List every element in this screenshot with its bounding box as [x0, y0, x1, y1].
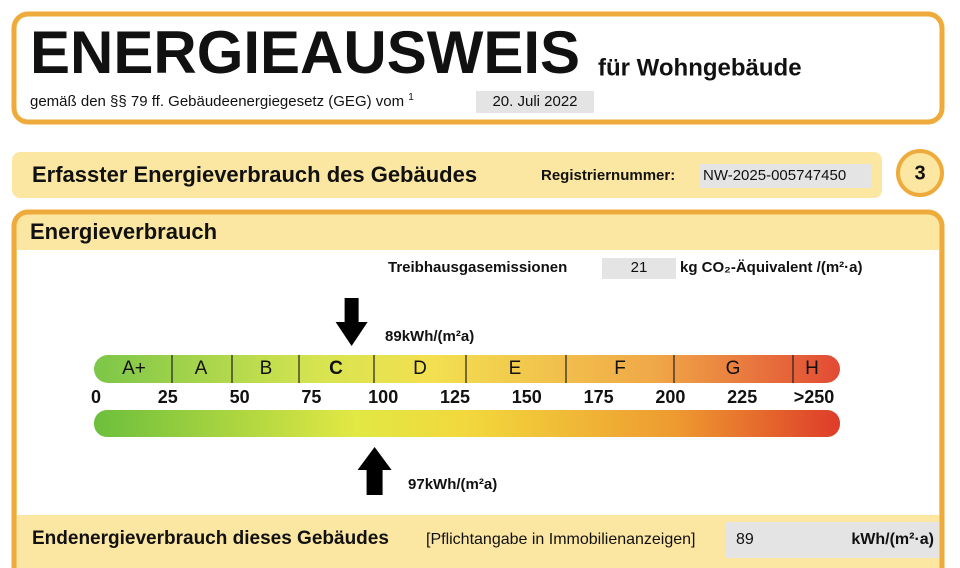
tick-label: 0	[91, 387, 101, 407]
final-field	[726, 522, 939, 558]
date-field	[476, 91, 594, 113]
subtitle: für Wohngebäude	[598, 54, 802, 81]
class-label: C	[329, 358, 343, 379]
class-label: F	[614, 358, 626, 379]
marker-value: 89	[385, 328, 402, 345]
tick-label: 150	[512, 387, 542, 407]
end-energy-arrow	[335, 298, 368, 346]
class-label: A+	[122, 358, 146, 379]
final-unit: kWh/(m²·a)	[851, 531, 934, 548]
registration-field	[699, 164, 871, 188]
class-label: E	[509, 358, 522, 379]
emissions-label: Treibhausgasemissionen	[388, 259, 567, 276]
emissions-field	[602, 258, 676, 279]
tick-label: 125	[440, 387, 470, 407]
tick-label: 100	[368, 387, 398, 407]
section-title: Erfasster Energieverbrauch des Gebäudes	[32, 162, 477, 187]
final-note: [Pflichtangabe in Immobilienanzeigen]	[426, 531, 696, 548]
tick-label: 225	[727, 387, 757, 407]
primary-energy-arrow	[357, 447, 392, 495]
title: ENERGIEAUSWEIS	[30, 19, 580, 86]
class-label: D	[413, 358, 427, 379]
tick-label: 25	[158, 387, 178, 407]
marker-unit: kWh/(m²a)	[402, 328, 475, 345]
class-bar	[94, 355, 840, 383]
legal-text: gemäß den §§ 79 ff. Gebäudeenergiegesetz…	[30, 92, 414, 110]
class-label: H	[805, 358, 819, 379]
class-label: B	[260, 358, 273, 379]
tick-label: 50	[230, 387, 250, 407]
marker-unit: kWh/(m²a)	[425, 476, 498, 493]
marker-value: 97	[408, 476, 425, 493]
section-bar	[12, 152, 882, 198]
scale-layer: A+ A B C D E F G H 0 25 50 75 100 125 150 175 200 225 >250 8…	[91, 298, 834, 495]
marker-label: 97kWh/(m²a)	[408, 476, 497, 493]
registration-label: Registriernummer:	[541, 167, 675, 184]
marker-label: 89kWh/(m²a)	[385, 328, 474, 345]
legal: gemäß den §§ 79 ff. Gebäudeenergiegesetz…	[30, 93, 404, 110]
emissions-unit: kg CO₂-Äquivalent /(m²·a)	[680, 259, 863, 276]
tick-label: 175	[584, 387, 614, 407]
tick-label: 75	[301, 387, 321, 407]
registration-number: NW-2025-005747450	[703, 167, 846, 184]
footnote: 1	[408, 92, 414, 103]
class-dividers	[171, 355, 794, 383]
gradient-bar	[94, 410, 840, 437]
class-label: A	[195, 358, 208, 379]
page-number: 3	[914, 162, 925, 184]
class-label: G	[726, 358, 741, 379]
final-value: 89	[736, 531, 754, 548]
page-badge	[896, 149, 944, 197]
final-label: Endenergieverbrauch dieses Gebäudes	[32, 528, 389, 549]
consumption-title: Energieverbrauch	[30, 219, 217, 244]
tick-label: >250	[794, 387, 835, 407]
emissions-value: 21	[631, 259, 648, 276]
tick-label: 200	[655, 387, 685, 407]
date: 20. Juli 2022	[492, 93, 577, 110]
header-box	[11, 11, 945, 125]
